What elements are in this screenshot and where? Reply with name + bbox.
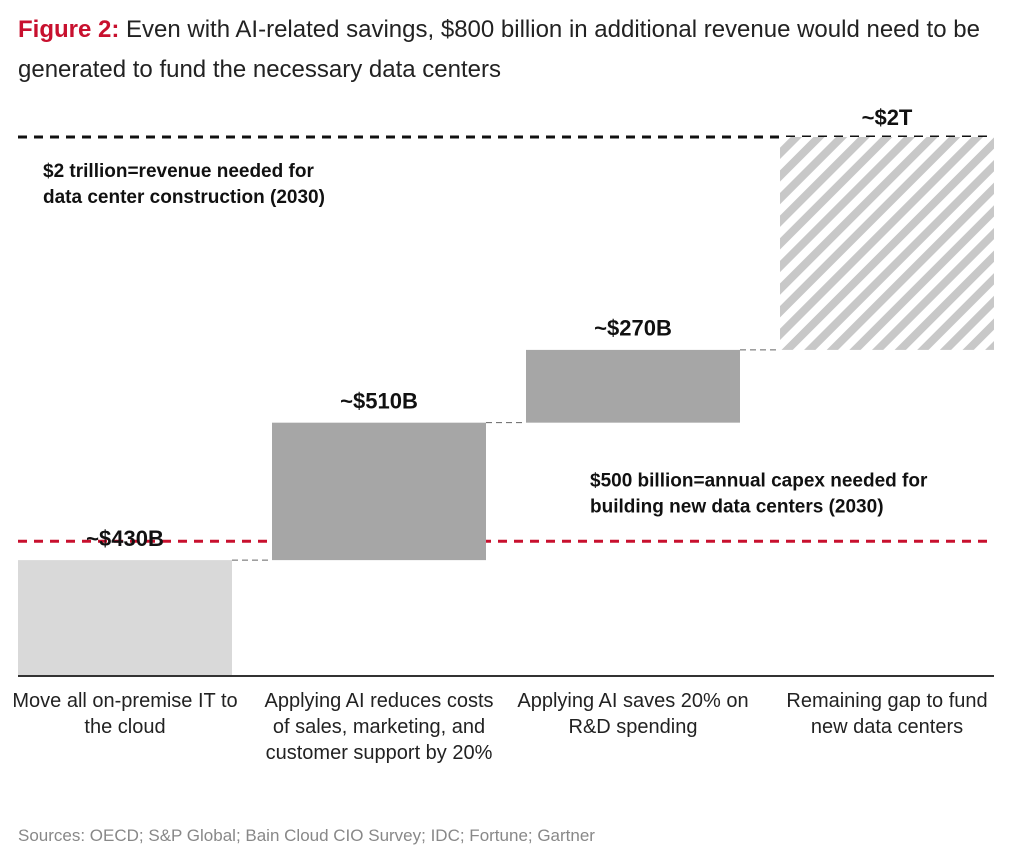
- chart-title: Even with AI-related savings, $800 billi…: [18, 16, 980, 83]
- x-tick-label: Applying AI reduces costs of sales, mark…: [264, 690, 494, 764]
- bar: [526, 349, 740, 423]
- value-label: ~$510B: [340, 388, 418, 413]
- x-tick-label: Remaining gap to fund new data centers: [786, 690, 988, 738]
- bar: [272, 422, 486, 561]
- reference-annotation: $2 trillion=revenue needed for: [43, 161, 314, 182]
- source-note: Sources: OECD; S&P Global; Bain Cloud CI…: [18, 826, 595, 845]
- value-label: ~$430B: [86, 526, 164, 551]
- title-block: Figure 2: Even with AI-related savings, …: [18, 10, 1008, 90]
- reference-annotation: data center construction (2030): [43, 187, 325, 208]
- figure-label: Figure 2:: [18, 16, 120, 43]
- bar: [780, 137, 994, 350]
- value-label: ~$270B: [594, 316, 672, 341]
- reference-value-label: ~$2T: [862, 105, 913, 130]
- reference-annotation: building new data centers (2030): [590, 496, 884, 517]
- reference-annotation: $500 billion=annual capex needed for: [590, 470, 928, 491]
- x-tick-label: Applying AI saves 20% on R&D spending: [517, 690, 749, 738]
- x-tick-label: Move all on-premise IT to the cloud: [12, 690, 238, 738]
- bar: [18, 560, 232, 676]
